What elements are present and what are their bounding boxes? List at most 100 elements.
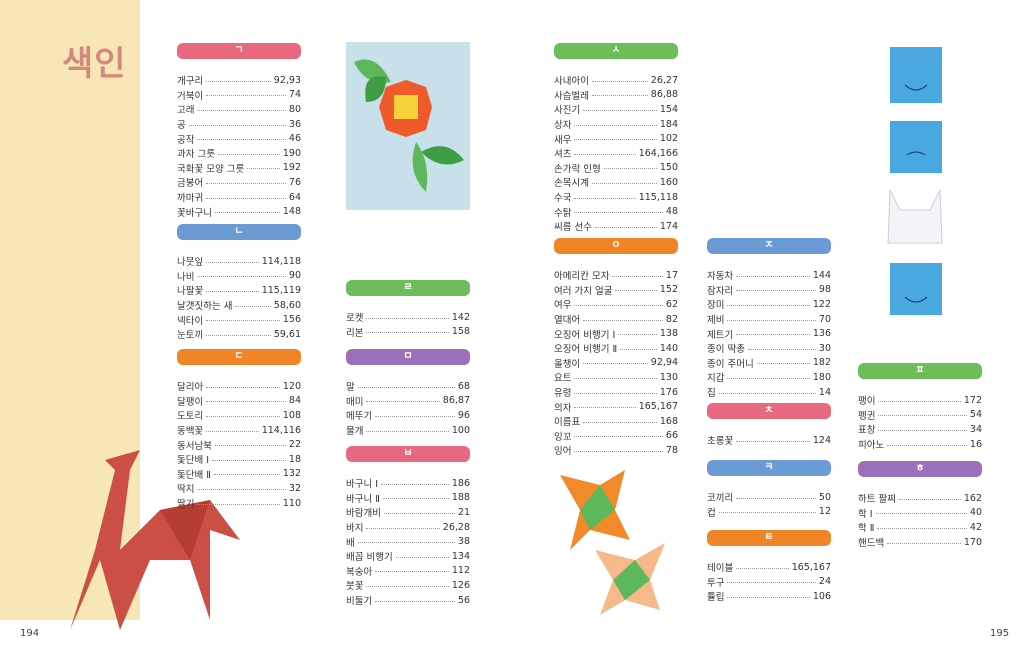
index-entry: 고래 80 [177,102,301,117]
entry-page: 114,116 [261,424,301,436]
dot-leader [206,430,259,432]
dot-leader [383,512,455,514]
index-entry: 잉꼬 66 [554,429,678,444]
entry-name: 동서남북 [177,440,212,452]
dot-leader [618,334,657,336]
entry-name: 꽃바구니 [177,207,212,219]
entry-page: 66 [665,430,678,442]
index-entry: 바구니 Ⅱ 188 [346,491,470,506]
index-entry: 딱지 32 [177,481,301,496]
entry-name: 상자 [554,120,572,132]
index-entry: 장미 122 [707,297,831,312]
entry-page: 82 [665,313,678,325]
index-entry: 여러 가지 얼굴 152 [554,283,678,298]
entry-page: 74 [288,89,301,101]
index-entry: 배 38 [346,534,470,549]
dot-leader [574,124,657,126]
entry-name: 동백꽃 [177,426,204,438]
entry-name: 딱지 [177,484,195,496]
dot-leader [357,542,455,544]
dot-leader [603,168,657,170]
index-entry: 코끼리 50 [707,490,831,505]
entry-name: 붓꽃 [346,581,364,593]
index-entry: 여우 62 [554,297,678,312]
entry-name: 집 [707,388,716,400]
entry-page: 92,94 [650,357,678,369]
entry-name: 의자 [554,402,572,414]
entry-name: 금붕어 [177,178,204,190]
horse-origami-image [70,450,240,630]
index-entry: 까마귀 64 [177,190,301,205]
entry-page: 170 [963,536,982,548]
entry-page: 78 [665,444,678,456]
index-entry: 수탉 48 [554,204,678,219]
entry-name: 바람개비 [346,508,381,520]
entry-page: 80 [288,103,301,115]
dot-leader [887,444,967,446]
dot-leader [206,95,286,97]
dot-leader [206,415,280,417]
entry-page: 50 [818,491,831,503]
entry-page: 174 [659,220,678,232]
index-entry: 테이블 165,167 [707,560,831,575]
index-entry: 거북이 74 [177,88,301,103]
dot-leader [206,261,259,263]
index-entry: 제비 70 [707,312,831,327]
entry-page: 150 [659,162,678,174]
entry-page: 162 [963,492,982,504]
entry-page: 168 [659,415,678,427]
index-entry: 사슴벌레 86,88 [554,88,678,103]
index-entry: 손목시계 160 [554,175,678,190]
entry-page: 124 [812,434,831,446]
entry-page: 142 [451,311,470,323]
entry-name: 달팽이 [177,396,204,408]
entry-name: 도토리 [177,411,204,423]
entry-name: 넥타이 [177,315,204,327]
dot-leader [366,430,449,432]
index-entry: 펭귄 54 [858,408,982,423]
entry-name: 공 [177,120,186,132]
section-header: ㅎ [858,461,982,477]
index-section-bieup: ㅂ 바구니 Ⅰ 186 바구니 Ⅱ 188 바람개비 21 바지 26,28 배 38 배꼽 비행기 1… [346,446,470,607]
index-entry: 자동차 144 [707,268,831,283]
entry-name: 국화꽃 모양 그릇 [177,163,245,175]
entry-page: 154 [659,103,678,115]
entry-name: 팽이 [858,396,876,408]
entry-page: 86,87 [442,395,470,407]
entry-page: 36 [288,118,301,130]
index-entry: 종이 주머니 182 [707,356,831,371]
entry-page: 90 [288,270,301,282]
dot-leader [727,582,816,584]
index-entry: 개구리 92,93 [177,73,301,88]
index-entry: 비둘기 56 [346,593,470,608]
index-entry: 컵 12 [707,505,831,520]
entry-name: 말 [346,382,355,394]
index-entry: 꽃바구니 148 [177,204,301,219]
entry-page: 172 [963,394,982,406]
entry-page: 86,88 [650,89,678,101]
entry-page: 134 [451,550,470,562]
entry-name: 나팔꽃 [177,286,204,298]
index-entry: 새우 102 [554,131,678,146]
dot-leader [197,488,286,490]
dot-leader [574,377,657,379]
section-header: ㄹ [346,280,470,296]
ninja-star-origami-image [560,470,665,615]
section-header: ㅊ [707,403,831,419]
entry-page: 160 [659,176,678,188]
dot-leader [612,275,663,277]
entry-page: 138 [659,328,678,340]
entry-page: 76 [288,176,301,188]
dot-leader [212,459,286,461]
section-header: ㅌ [707,530,831,546]
index-section-rieul: ㄹ 로켓 142 리본 158 [346,280,470,339]
index-entry: 수국 115,118 [554,190,678,205]
entry-page: 92,93 [273,74,301,86]
dot-leader [718,512,816,514]
dot-leader [214,212,280,214]
face-origami-images [887,47,943,315]
entry-name: 거북이 [177,90,204,102]
entry-page: 48 [665,206,678,218]
index-entry: 공 36 [177,117,301,132]
dot-leader [574,212,663,214]
